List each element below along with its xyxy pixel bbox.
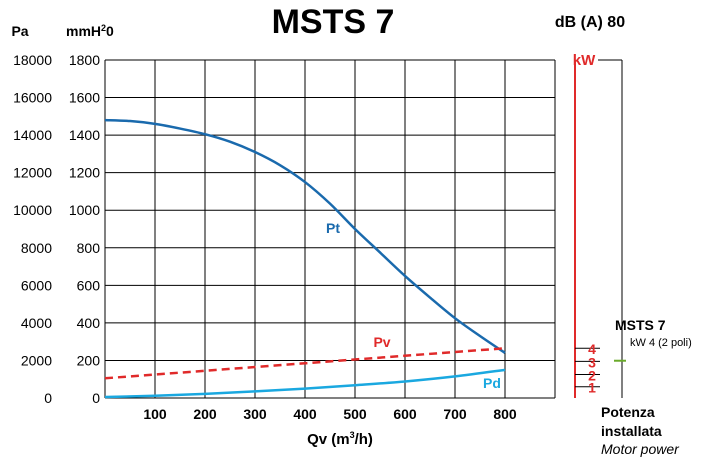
series-line-pv xyxy=(104,346,506,380)
y-axis-label-kw: kW xyxy=(573,52,596,69)
x-tick-label: 600 xyxy=(393,406,417,422)
x-tick-label: 700 xyxy=(443,406,467,422)
kw-tick-label: 3 xyxy=(588,354,596,370)
y-tick-label-pa: 10000 xyxy=(13,202,52,218)
footer-line-1: Potenza xyxy=(601,404,655,420)
y-axis-label-mmh2o: mmH20 xyxy=(66,23,114,39)
y-tick-label-pa: 4000 xyxy=(21,315,52,331)
y-tick-label-mm: 1800 xyxy=(69,52,100,68)
y-tick-label-mm: 800 xyxy=(77,240,101,256)
kw-tick-label: 4 xyxy=(588,341,596,357)
y-tick-label-pa: 16000 xyxy=(13,90,52,106)
y-tick-label-pa: 6000 xyxy=(21,277,52,293)
labels: 0 0 200 2000 400 4000 600 6000 800 8000 1000 10000 1… xyxy=(11,3,691,457)
y-tick-label-mm: 0 xyxy=(92,390,100,406)
axes xyxy=(574,59,626,398)
y-tick-label-pa: 2000 xyxy=(21,352,52,368)
motor-power-label: kW 4 (2 poli) xyxy=(630,337,692,349)
y-tick-label-mm: 200 xyxy=(77,352,101,368)
x-tick-label: 100 xyxy=(143,406,167,422)
footer-line-2: installata xyxy=(601,423,662,439)
chart-title: MSTS 7 xyxy=(272,3,395,41)
series-line-pd xyxy=(104,368,506,399)
x-tick-label: 200 xyxy=(193,406,217,422)
series-label-pt: Pt xyxy=(326,220,340,236)
y-tick-label-mm: 1200 xyxy=(69,165,100,181)
y-tick-label-pa: 8000 xyxy=(21,240,52,256)
noise-label: dB (A) 80 xyxy=(555,14,625,31)
series-group xyxy=(104,118,506,399)
kw-tick-label: 1 xyxy=(588,380,596,396)
x-axis-label: Qv (m3/h) xyxy=(307,430,373,448)
y-axis-label-pa: Pa xyxy=(11,23,28,39)
y-tick-label-pa: 12000 xyxy=(13,165,52,181)
y-tick-label-mm: 1600 xyxy=(69,90,100,106)
x-tick-label: 400 xyxy=(293,406,317,422)
series-label-pd: Pd xyxy=(483,375,501,391)
y-tick-label-mm: 600 xyxy=(77,277,101,293)
kw-tick-label: 2 xyxy=(588,368,596,384)
y-tick-label-pa: 0 xyxy=(44,390,52,406)
x-tick-label: 300 xyxy=(243,406,267,422)
y-tick-label-pa: 18000 xyxy=(13,52,52,68)
y-tick-label-mm: 1400 xyxy=(69,127,100,143)
x-tick-label: 800 xyxy=(493,406,517,422)
series-label-pv: Pv xyxy=(373,334,390,350)
motor-model-label: MSTS 7 xyxy=(615,317,666,333)
y-tick-label-mm: 400 xyxy=(77,315,101,331)
grid xyxy=(104,59,556,399)
series-line-pt xyxy=(104,118,506,354)
y-tick-label-pa: 14000 xyxy=(13,127,52,143)
footer-line-3: Motor power xyxy=(601,441,680,457)
x-tick-label: 500 xyxy=(343,406,367,422)
y-tick-label-mm: 1000 xyxy=(69,202,100,218)
